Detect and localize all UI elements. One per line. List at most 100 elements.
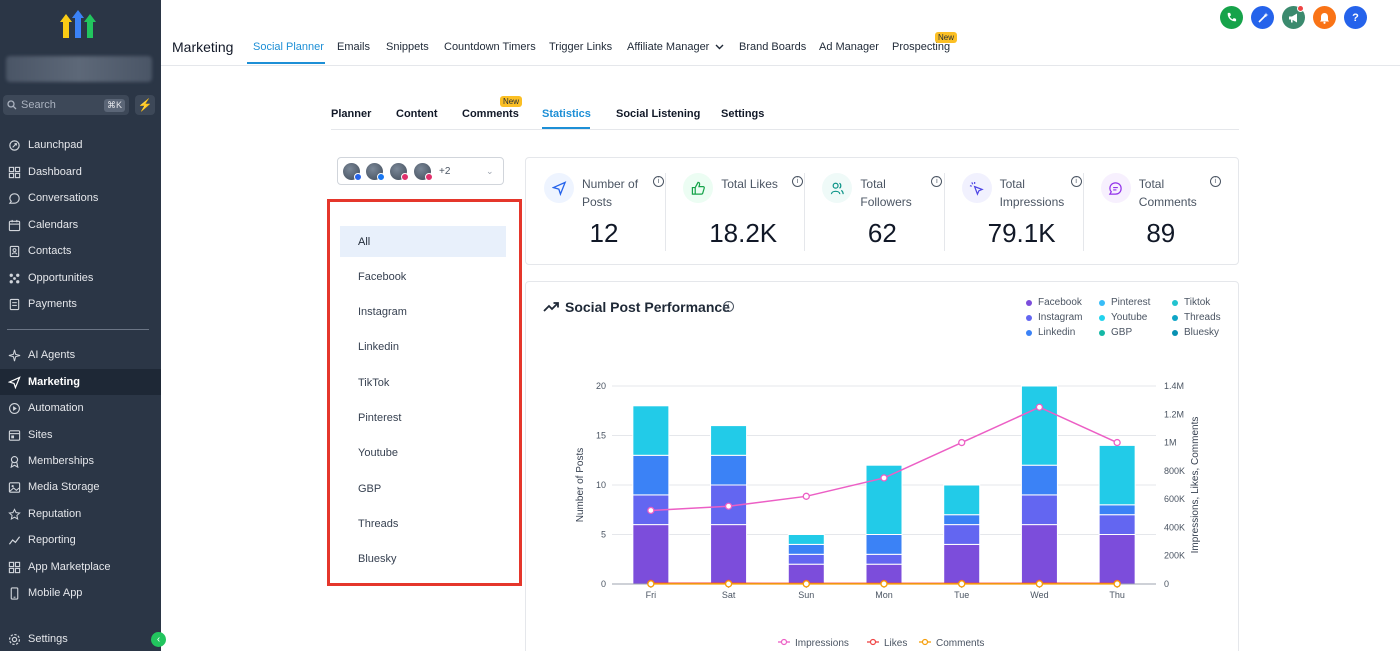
stat-separator bbox=[943, 173, 945, 251]
legend-item-linkedin[interactable]: Linkedin bbox=[1026, 327, 1075, 338]
subtab-planner[interactable]: Planner bbox=[331, 108, 372, 120]
sidebar-item-label: Media Storage bbox=[28, 481, 100, 493]
subtab-social-listening[interactable]: Social Listening bbox=[616, 108, 701, 120]
platform-option-tiktok[interactable]: TikTok bbox=[358, 376, 390, 389]
line-point-comments bbox=[647, 580, 655, 588]
legend-marker-impressions bbox=[780, 638, 788, 646]
legend-item-pinterest[interactable]: Pinterest bbox=[1099, 297, 1150, 308]
sidebar-item-conversations[interactable]: Conversations bbox=[0, 185, 161, 211]
tab-prospecting[interactable]: Prospecting bbox=[892, 41, 950, 53]
sidebar-item-opportunities[interactable]: Opportunities bbox=[0, 265, 161, 291]
facebook-badge-icon bbox=[377, 173, 385, 181]
platform-option-facebook[interactable]: Facebook bbox=[358, 270, 407, 283]
subtab-comments[interactable]: Comments bbox=[462, 108, 519, 120]
bar-segment-instagram bbox=[1098, 514, 1136, 535]
info-icon[interactable]: i bbox=[792, 176, 804, 187]
legend-item-tiktok[interactable]: Tiktok bbox=[1172, 297, 1210, 308]
sidebar-item-launchpad[interactable]: Launchpad bbox=[0, 132, 161, 158]
sidebar-item-reputation[interactable]: Reputation bbox=[0, 501, 161, 527]
sidebar-item-label: Contacts bbox=[28, 245, 72, 257]
legend-marker-likes bbox=[869, 638, 877, 646]
sidebar-item-media-storage[interactable]: Media Storage bbox=[0, 474, 161, 500]
legend-label-likes: Likes bbox=[884, 638, 907, 649]
legend-label: Pinterest bbox=[1111, 297, 1151, 308]
bar-segment-linkedin bbox=[632, 454, 670, 496]
sidebar-item-settings[interactable]: Settings bbox=[0, 626, 161, 651]
sidebar-item-ai-agents[interactable]: AI Agents bbox=[0, 342, 161, 368]
stat-value: 62 bbox=[867, 218, 897, 248]
info-icon[interactable]: i bbox=[653, 176, 664, 187]
info-icon[interactable]: i bbox=[931, 176, 943, 187]
subtab-statistics[interactable]: Statistics bbox=[542, 108, 591, 120]
legend-item-bluesky[interactable]: Bluesky bbox=[1172, 327, 1219, 338]
sidebar-item-app-marketplace[interactable]: App Marketplace bbox=[0, 554, 161, 580]
company-logo[interactable] bbox=[58, 10, 98, 42]
info-icon[interactable]: i bbox=[1209, 176, 1221, 187]
search-input[interactable]: Search ⌘K bbox=[3, 95, 129, 115]
platform-option-threads[interactable]: Threads bbox=[358, 517, 399, 530]
bar-segment-instagram bbox=[787, 553, 825, 565]
sidebar-item-payments[interactable]: Payments bbox=[0, 291, 161, 317]
tab-social-planner[interactable]: Social Planner bbox=[253, 41, 324, 53]
notifications-button[interactable] bbox=[1313, 6, 1336, 29]
sidebar-item-contacts[interactable]: Contacts bbox=[0, 238, 161, 264]
sidebar-item-memberships[interactable]: Memberships bbox=[0, 448, 161, 474]
sparkle-icon bbox=[8, 349, 21, 362]
legend-item-youtube[interactable]: Youtube bbox=[1099, 312, 1147, 323]
sidebar-item-label: Mobile App bbox=[28, 587, 83, 599]
quick-action-bolt-icon[interactable]: ⚡ bbox=[135, 95, 155, 115]
tab-snippets[interactable]: Snippets bbox=[386, 41, 429, 53]
platform-option-gbp[interactable]: GBP bbox=[358, 482, 382, 495]
platform-option-pinterest[interactable]: Pinterest bbox=[358, 412, 402, 424]
sidebar-item-calendars[interactable]: Calendars bbox=[0, 212, 161, 238]
tab-emails[interactable]: Emails bbox=[337, 41, 370, 53]
stat-label: Total Impressions bbox=[999, 177, 1065, 209]
sidebar-item-label: Payments bbox=[28, 298, 77, 310]
line-point-impressions bbox=[1113, 438, 1121, 447]
chart-info-icon[interactable]: i bbox=[723, 301, 734, 312]
ai-assistant-button[interactable] bbox=[1251, 6, 1274, 29]
line-point-comments bbox=[724, 580, 733, 588]
platform-option-bluesky[interactable]: Bluesky bbox=[358, 553, 397, 566]
legend-item-threads[interactable]: Threads bbox=[1172, 312, 1221, 323]
sidebar-item-marketing[interactable]: Marketing bbox=[0, 369, 161, 395]
stat-label: Total Comments bbox=[1138, 177, 1197, 209]
tab-countdown-timers[interactable]: Countdown Timers bbox=[444, 41, 536, 53]
subtab-settings[interactable]: Settings bbox=[721, 108, 765, 120]
account-switcher[interactable] bbox=[6, 56, 152, 82]
platform-option-instagram[interactable]: Instagram bbox=[358, 306, 407, 319]
account-picker[interactable]: +2 ⌄ bbox=[337, 157, 504, 185]
chart-title: Social Post Performance bbox=[565, 299, 730, 315]
sidebar-item-sites[interactable]: Sites bbox=[0, 422, 161, 448]
platform-option-all[interactable]: All bbox=[340, 226, 506, 257]
sidebar-item-dashboard[interactable]: Dashboard bbox=[0, 159, 161, 185]
legend-label-comments: Comments bbox=[936, 638, 984, 649]
subtab-content[interactable]: Content bbox=[396, 108, 438, 120]
platform-option-linkedin[interactable]: Linkedin bbox=[358, 341, 399, 354]
sidebar-divider bbox=[7, 329, 149, 330]
info-icon[interactable]: i bbox=[1070, 176, 1082, 187]
memberships-icon bbox=[8, 455, 21, 468]
sidebar-item-mobile-app[interactable]: Mobile App bbox=[0, 580, 161, 606]
star-icon bbox=[8, 507, 21, 521]
collapse-sidebar-chevron-left-icon[interactable]: ‹ bbox=[151, 632, 166, 647]
sidebar-item-reporting[interactable]: Reporting bbox=[0, 527, 161, 553]
tab-trigger-links[interactable]: Trigger Links bbox=[549, 41, 612, 53]
legend-item-facebook[interactable]: Facebook bbox=[1026, 297, 1082, 308]
sidebar-item-automation[interactable]: Automation bbox=[0, 395, 161, 421]
tab-label: Affiliate Manager bbox=[627, 41, 710, 53]
bar-segment-youtube bbox=[710, 425, 748, 456]
phone-button[interactable] bbox=[1220, 6, 1243, 29]
bar-segment-youtube bbox=[787, 534, 825, 545]
legend-item-gbp[interactable]: GBP bbox=[1099, 327, 1132, 338]
help-button[interactable]: ? bbox=[1344, 6, 1367, 29]
platform-option-youtube[interactable]: Youtube bbox=[358, 447, 398, 460]
y2-tick-label: 1M bbox=[1164, 438, 1177, 448]
tab-affiliate-manager[interactable]: Affiliate Manager bbox=[627, 41, 724, 53]
tab-ad-manager[interactable]: Ad Manager bbox=[819, 41, 879, 53]
legend-item-instagram[interactable]: Instagram bbox=[1026, 312, 1082, 323]
legend-marker-comments bbox=[921, 638, 929, 646]
tab-brand-boards[interactable]: Brand Boards bbox=[739, 41, 806, 53]
trending-up-icon bbox=[543, 302, 559, 312]
sidebar-item-label: Marketing bbox=[28, 376, 80, 388]
